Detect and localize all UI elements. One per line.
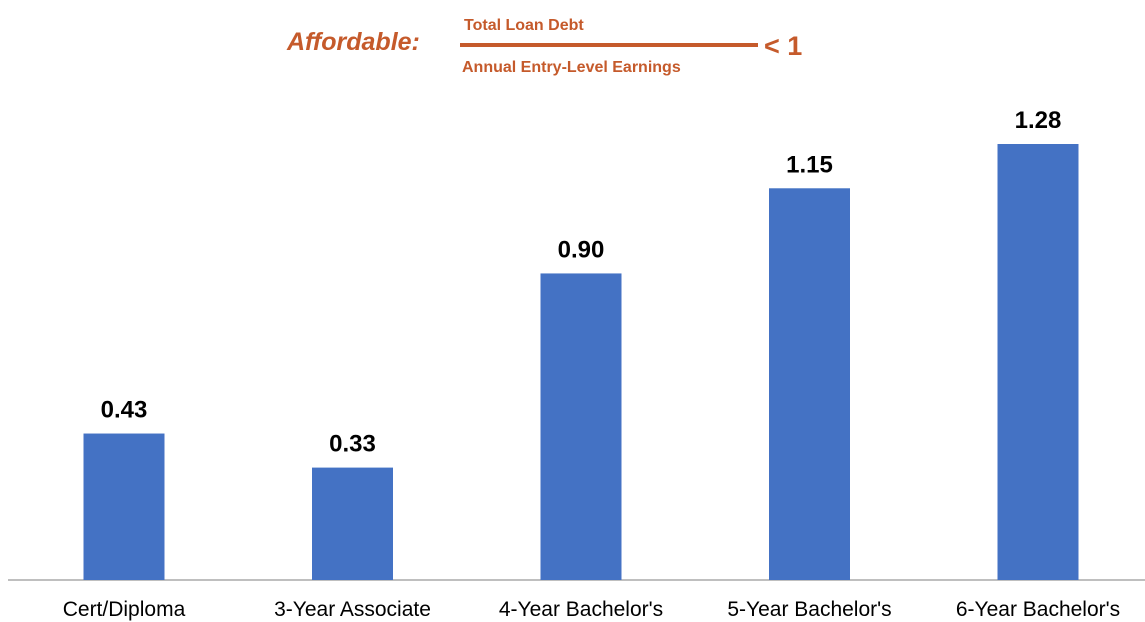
category-label-6-year-bachelor-s: 6-Year Bachelor's bbox=[956, 598, 1120, 621]
data-label-cert-diploma: 0.43 bbox=[101, 397, 148, 424]
bar-cert-diploma bbox=[83, 433, 165, 580]
data-label-4-year-bachelor-s: 0.90 bbox=[558, 236, 605, 263]
category-label-5-year-bachelor-s: 5-Year Bachelor's bbox=[727, 598, 891, 621]
data-label-5-year-bachelor-s: 1.15 bbox=[786, 151, 833, 178]
bar-6-year-bachelor-s bbox=[997, 144, 1079, 580]
affordability-formula: Affordable: Total Loan Debt Annual Entry… bbox=[0, 0, 1145, 90]
fraction-line bbox=[460, 43, 758, 47]
bar-4-year-bachelor-s bbox=[540, 273, 622, 580]
bar-3-year-associate bbox=[312, 467, 393, 580]
category-labels-group: Cert/Diploma 3-Year Associate 4-Year Bache… bbox=[63, 598, 1120, 621]
data-label-3-year-associate: 0.33 bbox=[329, 431, 376, 458]
formula-label: Affordable: bbox=[287, 28, 420, 56]
formula-numerator: Total Loan Debt bbox=[464, 17, 584, 34]
formula-comparison: < 1 bbox=[764, 31, 803, 61]
bars-group bbox=[83, 144, 1079, 580]
category-label-3-year-associate: 3-Year Associate bbox=[274, 598, 431, 621]
category-label-4-year-bachelor-s: 4-Year Bachelor's bbox=[499, 598, 663, 621]
bar-5-year-bachelor-s bbox=[769, 188, 850, 580]
data-label-6-year-bachelor-s: 1.28 bbox=[1015, 107, 1062, 134]
formula-denominator: Annual Entry-Level Earnings bbox=[462, 59, 681, 76]
data-labels-group: 0.43 0.33 0.90 1.15 1.28 bbox=[101, 107, 1062, 458]
category-label-cert-diploma: Cert/Diploma bbox=[63, 598, 186, 621]
